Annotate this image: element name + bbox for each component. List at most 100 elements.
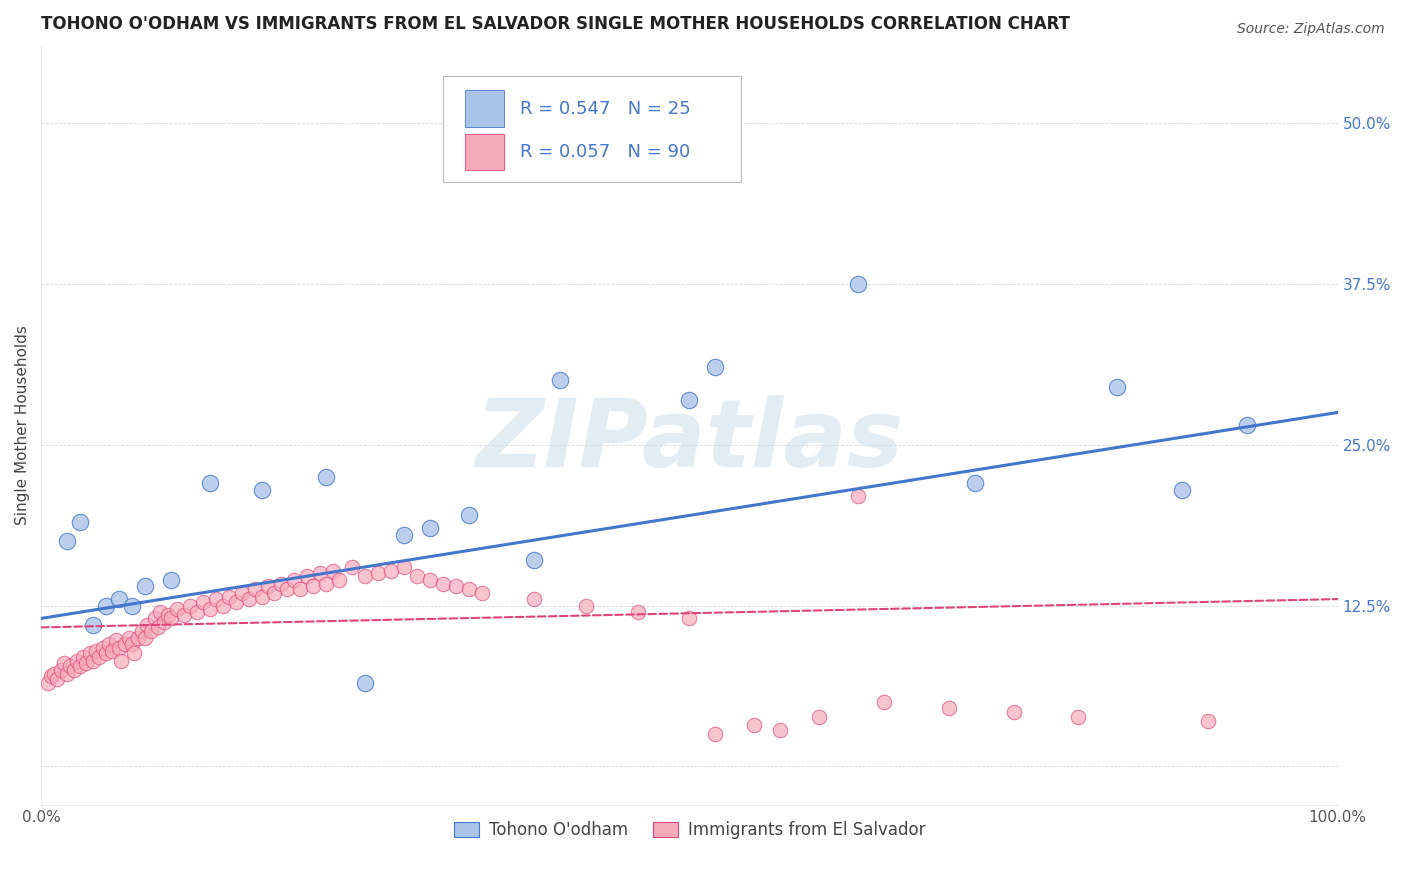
Point — [45, 672, 67, 686]
Point — [205, 592, 228, 607]
Point — [66, 654, 89, 668]
Point — [548, 373, 571, 387]
Point — [575, 599, 598, 613]
Point — [354, 569, 377, 583]
Point — [523, 553, 546, 567]
Point — [149, 605, 172, 619]
Point — [114, 637, 136, 651]
Point — [69, 659, 91, 673]
Point — [166, 602, 188, 616]
Point — [218, 590, 240, 604]
Point — [62, 663, 84, 677]
Point — [193, 595, 215, 609]
Point — [118, 631, 141, 645]
Point — [110, 654, 132, 668]
Point — [846, 277, 869, 291]
Text: R = 0.547   N = 25: R = 0.547 N = 25 — [520, 100, 690, 118]
Point — [678, 611, 700, 625]
Point — [101, 643, 124, 657]
Text: R = 0.057   N = 90: R = 0.057 N = 90 — [520, 143, 690, 161]
Point — [322, 564, 344, 578]
Point — [179, 599, 201, 613]
Point — [186, 605, 208, 619]
Point — [250, 590, 273, 604]
Point — [198, 602, 221, 616]
Point — [131, 624, 153, 639]
Point — [354, 675, 377, 690]
Point — [143, 611, 166, 625]
Point — [392, 527, 415, 541]
Point — [231, 585, 253, 599]
Point — [257, 579, 280, 593]
Point — [406, 569, 429, 583]
Point — [37, 675, 59, 690]
FancyBboxPatch shape — [465, 134, 503, 170]
Point — [315, 576, 337, 591]
Point — [290, 582, 312, 596]
Point — [225, 595, 247, 609]
Point — [963, 476, 986, 491]
Point — [283, 573, 305, 587]
Point — [432, 576, 454, 591]
Point — [270, 576, 292, 591]
Point — [938, 701, 960, 715]
Point — [134, 631, 156, 645]
Text: TOHONO O'ODHAM VS IMMIGRANTS FROM EL SALVADOR SINGLE MOTHER HOUSEHOLDS CORRELATI: TOHONO O'ODHAM VS IMMIGRANTS FROM EL SAL… — [41, 15, 1070, 33]
Point — [94, 646, 117, 660]
Point — [342, 560, 364, 574]
Point — [769, 723, 792, 738]
Point — [173, 607, 195, 622]
Point — [302, 579, 325, 593]
Point — [419, 521, 441, 535]
Point — [458, 508, 481, 523]
Point — [56, 534, 79, 549]
Point — [69, 515, 91, 529]
Point — [1236, 418, 1258, 433]
Point — [146, 620, 169, 634]
Point — [873, 695, 896, 709]
Text: ZIPatlas: ZIPatlas — [475, 394, 904, 486]
Point — [49, 663, 72, 677]
Point — [93, 640, 115, 655]
Point — [211, 599, 233, 613]
Point — [243, 582, 266, 596]
Point — [392, 560, 415, 574]
Point — [53, 657, 76, 671]
Point — [153, 615, 176, 630]
Point — [121, 599, 143, 613]
Point — [808, 710, 831, 724]
Point — [159, 611, 181, 625]
Point — [380, 564, 402, 578]
Point — [238, 592, 260, 607]
Point — [141, 624, 163, 639]
Point — [94, 599, 117, 613]
Point — [419, 573, 441, 587]
Point — [72, 650, 94, 665]
Point — [742, 718, 765, 732]
Point — [79, 646, 101, 660]
Point — [328, 573, 350, 587]
FancyBboxPatch shape — [465, 90, 503, 127]
Point — [678, 392, 700, 407]
Point — [1107, 380, 1129, 394]
Point — [263, 585, 285, 599]
Point — [56, 666, 79, 681]
Point — [41, 669, 63, 683]
Point — [1197, 714, 1219, 729]
Point — [82, 617, 104, 632]
Point — [523, 592, 546, 607]
Point — [127, 631, 149, 645]
Point — [846, 489, 869, 503]
Point — [124, 646, 146, 660]
Point — [82, 654, 104, 668]
Point — [444, 579, 467, 593]
FancyBboxPatch shape — [443, 76, 741, 182]
Point — [471, 585, 494, 599]
Point — [613, 116, 636, 130]
Point — [136, 617, 159, 632]
Point — [59, 659, 82, 673]
Point — [121, 637, 143, 651]
Point — [315, 470, 337, 484]
Point — [1171, 483, 1194, 497]
Point — [108, 592, 131, 607]
